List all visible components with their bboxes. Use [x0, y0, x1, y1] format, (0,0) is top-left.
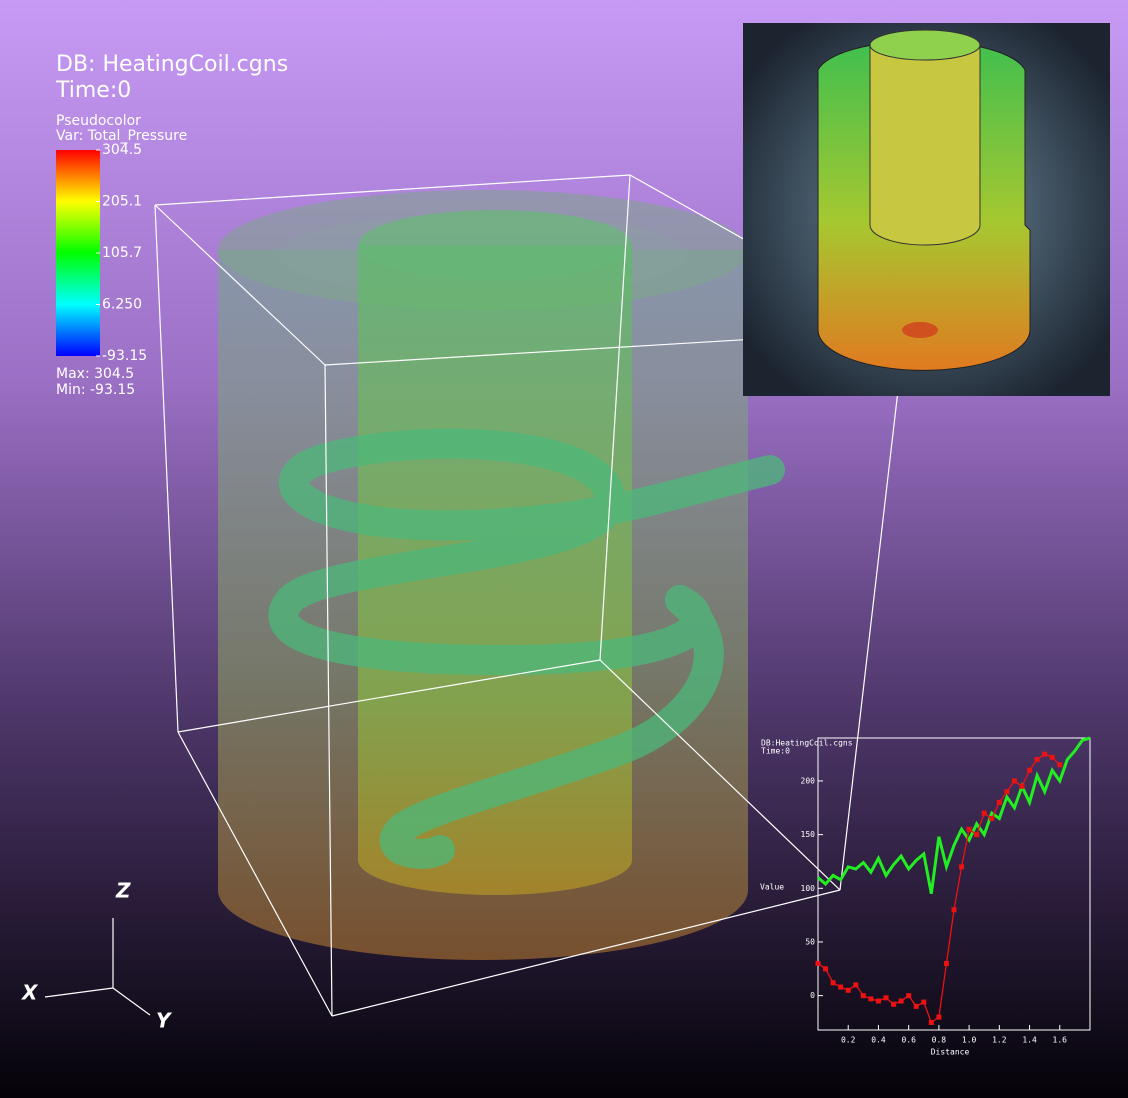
series-marker: [936, 1014, 942, 1020]
bounding-box: [154, 174, 906, 1017]
variable-name: Var: Total_Pressure: [56, 128, 187, 144]
series-line: [817, 736, 1091, 894]
color-bar: [56, 150, 100, 356]
x-tick-label: 1.2: [992, 1036, 1007, 1045]
series-marker: [1042, 751, 1048, 757]
series-marker: [974, 832, 980, 838]
series-marker: [928, 1019, 934, 1025]
series-marker: [1019, 783, 1025, 789]
time-label: Time:0: [55, 78, 131, 103]
series-marker: [906, 993, 912, 999]
inset-image: [743, 23, 1110, 396]
color-bar-tick-label: 105.7: [102, 245, 142, 261]
series-marker: [989, 816, 995, 822]
series-marker: [815, 960, 821, 966]
series-marker: [959, 864, 965, 870]
y-axis-label: Value: [760, 883, 784, 892]
plot-type: Pseudocolor: [56, 113, 141, 129]
axis-x-label: X: [20, 981, 39, 1005]
x-tick-label: 0.8: [932, 1036, 947, 1045]
series-marker: [830, 980, 836, 986]
inner-cylinder-top: [358, 210, 632, 280]
y-tick-label: 0: [810, 991, 815, 1000]
series-marker: [823, 966, 829, 972]
series-marker: [966, 826, 972, 832]
series-marker: [1034, 756, 1040, 762]
series-marker: [1049, 754, 1055, 760]
plot-subtitle: Time:0: [761, 747, 790, 756]
series-marker: [883, 995, 889, 1001]
series-marker: [891, 1001, 897, 1007]
max-label: Max: 304.5: [56, 366, 134, 382]
y-tick-label: 200: [801, 776, 816, 785]
database-label: DB: HeatingCoil.cgns: [56, 52, 288, 77]
series-marker: [1027, 767, 1033, 773]
x-axis-label: Distance: [931, 1048, 970, 1057]
min-label: Min: -93.15: [56, 382, 135, 398]
series-marker: [845, 987, 851, 993]
axis-z-label: Z: [115, 879, 131, 903]
series-marker: [868, 996, 874, 1002]
annotation: DB: HeatingCoil.cgns Time:0 Pseudocolor …: [20, 52, 288, 1033]
series-marker: [1011, 778, 1017, 784]
series-marker: [996, 799, 1002, 805]
x-tick-label: 1.6: [1053, 1036, 1068, 1045]
x-tick-label: 0.4: [871, 1036, 886, 1045]
series-marker: [913, 1003, 919, 1009]
y-tick-label: 150: [801, 830, 816, 839]
series-marker: [875, 998, 881, 1004]
series-marker: [853, 982, 859, 988]
color-bar-tick-label: 304.5: [102, 142, 142, 158]
color-bar-tick-label: -93.15: [102, 348, 147, 364]
series-marker: [921, 999, 927, 1005]
series-marker: [981, 810, 987, 816]
series-marker: [951, 907, 957, 913]
x-tick-label: 0.6: [901, 1036, 916, 1045]
series-marker: [860, 993, 866, 999]
x-tick-label: 1.0: [962, 1036, 977, 1045]
series-marker: [943, 960, 949, 966]
scene: [44, 174, 906, 1017]
plot-frame: [817, 737, 1091, 1031]
series-marker: [838, 984, 844, 990]
color-bar-tick-label: 6.250: [102, 297, 142, 313]
curve-plot: DB:HeatingCoil.cgns Time:0 Value Distanc…: [760, 736, 1091, 1057]
x-tick-label: 1.4: [1022, 1036, 1037, 1045]
inner-cylinder: [358, 245, 632, 895]
series-marker: [1057, 762, 1063, 768]
axes-triad: [44, 918, 151, 1016]
axis-y-label: Y: [156, 1009, 173, 1033]
series-marker: [898, 998, 904, 1004]
color-bar-tick-label: 205.1: [102, 193, 142, 209]
series-marker: [1004, 789, 1010, 795]
y-tick-label: 50: [805, 937, 815, 946]
x-tick-label: 0.2: [841, 1036, 856, 1045]
y-tick-label: 100: [801, 884, 816, 893]
plot-title: DB:HeatingCoil.cgns: [761, 739, 853, 748]
